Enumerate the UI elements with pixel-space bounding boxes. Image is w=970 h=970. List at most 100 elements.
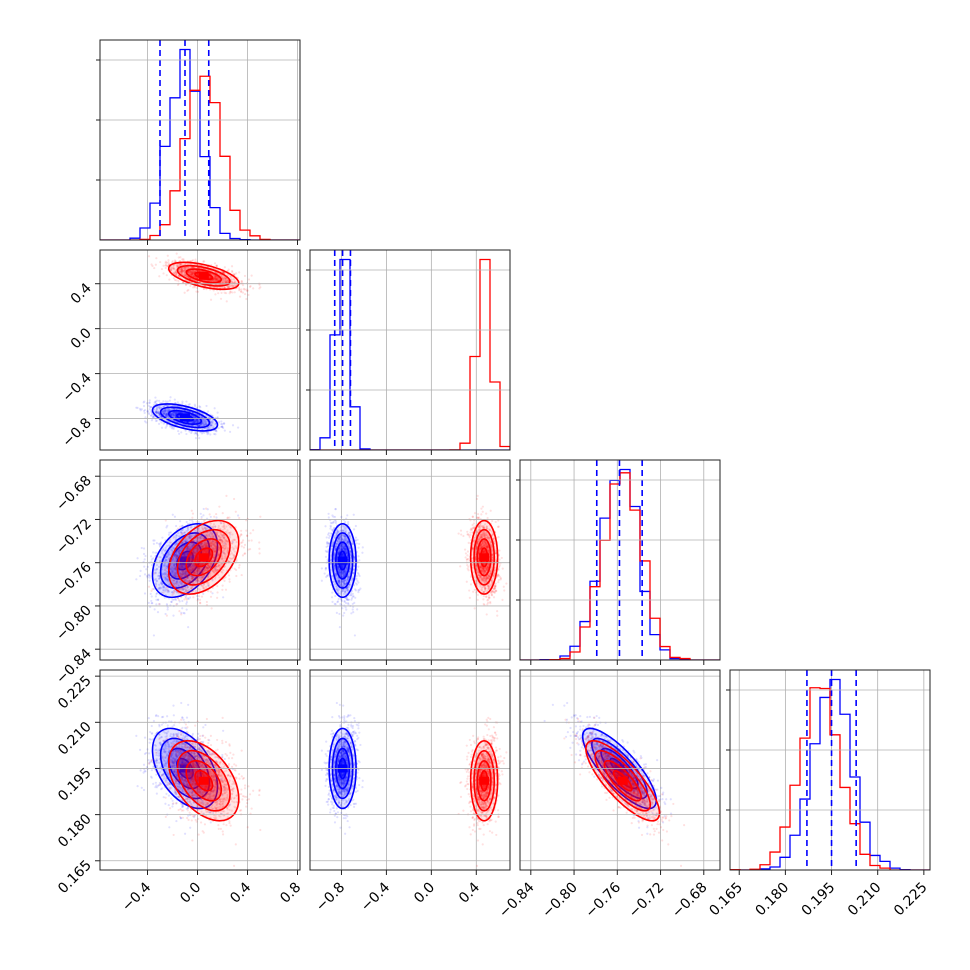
scatter-point: [180, 546, 183, 550]
scatter-point: [213, 279, 217, 283]
scatter-point: [154, 411, 158, 414]
scatter-point: [241, 284, 245, 287]
scatter-point: [154, 585, 157, 588]
scatter-point: [214, 275, 217, 279]
scatter-point: [243, 543, 247, 546]
scatter-point: [166, 608, 169, 611]
scatter-point: [233, 272, 236, 276]
scatter-point: [191, 520, 194, 523]
scatter-point: [187, 266, 190, 270]
scatter-point: [181, 267, 184, 270]
scatter-point: [172, 426, 175, 429]
scatter-point: [206, 410, 210, 413]
scatter-point: [172, 266, 175, 269]
scatter-point: [180, 268, 184, 272]
scatter-point: [156, 405, 160, 408]
scatter-point: [203, 424, 206, 427]
scatter-point: [221, 277, 224, 280]
panel-0-0: [96, 39, 301, 245]
scatter-point: [215, 264, 218, 267]
scatter-point: [192, 421, 195, 424]
scatter-point: [193, 270, 196, 273]
scatter-point: [228, 292, 231, 295]
scatter-point: [180, 270, 183, 273]
scatter-point: [215, 430, 218, 433]
scatter-point: [164, 410, 167, 413]
scatter-point: [181, 270, 184, 273]
scatter-point: [238, 271, 241, 274]
scatter-point: [226, 281, 229, 284]
scatter-point: [173, 407, 176, 410]
scatter-point: [216, 591, 219, 594]
scatter-point: [183, 531, 186, 534]
scatter-point: [136, 406, 139, 409]
scatter-point: [181, 270, 184, 273]
scatter-point: [215, 279, 218, 282]
scatter-point: [191, 272, 195, 275]
scatter-point: [221, 425, 224, 428]
scatter-point: [147, 404, 150, 407]
scatter-point: [156, 611, 160, 614]
scatter-point: [161, 536, 164, 539]
scatter-point: [185, 600, 188, 604]
scatter-point: [169, 396, 172, 399]
scatter-point: [181, 258, 184, 261]
scatter-point: [170, 600, 173, 604]
scatter-point: [173, 515, 177, 518]
scatter-point: [169, 412, 172, 415]
scatter-point: [223, 286, 227, 290]
scatter-point: [169, 413, 172, 416]
scatter-point: [186, 525, 189, 528]
scatter-point: [170, 268, 173, 272]
scatter-point: [200, 595, 204, 598]
scatter-point: [181, 269, 184, 272]
scatter-point: [226, 517, 229, 520]
scatter-point: [146, 565, 149, 568]
scatter-point: [183, 268, 187, 272]
scatter-point: [187, 271, 190, 274]
scatter-point: [177, 429, 180, 433]
scatter-point: [194, 431, 198, 434]
scatter-point: [180, 269, 183, 273]
hist-series-0: [310, 258, 510, 450]
scatter-point: [211, 278, 215, 282]
scatter-point: [173, 268, 176, 271]
scatter-point: [150, 405, 153, 409]
scatter-point: [186, 263, 189, 266]
scatter-point: [150, 263, 153, 266]
scatter-point: [153, 608, 156, 611]
scatter-point: [180, 270, 183, 273]
scatter-point: [210, 420, 213, 423]
scatter-point: [221, 278, 224, 281]
scatter-point: [187, 403, 190, 406]
scatter-point: [183, 270, 186, 273]
scatter-point: [146, 576, 149, 579]
scatter-point: [187, 276, 191, 279]
scatter-point: [241, 541, 244, 544]
scatter-point: [203, 420, 207, 423]
scatter-point: [209, 426, 212, 430]
scatter-point: [231, 291, 234, 294]
scatter-point: [170, 600, 173, 603]
scatter-point: [183, 291, 186, 294]
scatter-point: [147, 601, 150, 604]
scatter-point: [205, 423, 208, 426]
scatter-point: [155, 407, 159, 411]
scatter-point: [223, 280, 226, 283]
scatter-point: [185, 598, 188, 601]
scatter-point: [160, 267, 164, 271]
scatter-point: [167, 409, 171, 412]
scatter-point: [172, 614, 175, 617]
scatter-point: [184, 267, 187, 271]
scatter-point: [186, 276, 189, 279]
scatter-point: [222, 278, 225, 281]
scatter-point: [205, 550, 208, 553]
scatter-point: [201, 424, 204, 427]
scatter-point: [174, 553, 177, 557]
scatter-point: [202, 514, 205, 517]
scatter-point: [162, 409, 165, 412]
scatter-point: [180, 263, 183, 267]
scatter-point: [223, 291, 226, 294]
scatter-point: [191, 271, 194, 274]
